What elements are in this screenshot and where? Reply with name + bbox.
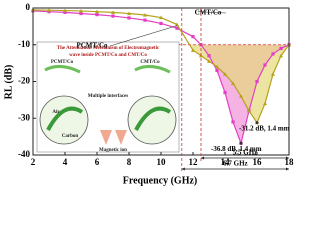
inset-tube <box>44 65 81 74</box>
y-tick-label: -10 <box>18 39 30 49</box>
marker <box>263 101 267 106</box>
inset-tube <box>134 65 171 74</box>
marker <box>223 72 227 76</box>
marker <box>63 8 67 13</box>
marker <box>191 48 195 52</box>
x-tick-label: 10 <box>157 157 167 167</box>
label-pointer <box>197 11 227 14</box>
arrow-head <box>286 167 289 171</box>
inset-title: The Attenuation Mechanism of Electromagn… <box>57 46 160 51</box>
marker <box>207 54 211 58</box>
inset-cone <box>115 130 127 145</box>
marker <box>175 22 179 27</box>
inset-label: Carbon <box>62 134 79 139</box>
marker <box>127 11 131 16</box>
chart: Frequency (GHz) RL (dB) The Attenuation … <box>3 2 295 186</box>
marker <box>79 11 83 16</box>
x-axis-title: Frequency (GHz) <box>123 175 198 186</box>
x-tick-label: 12 <box>189 157 199 167</box>
x-tick-label: 2 <box>31 157 36 167</box>
inset-tube <box>134 106 172 131</box>
marker <box>279 53 283 58</box>
marker <box>255 79 259 84</box>
marker <box>207 59 211 63</box>
series-label: CMT/Co <box>195 9 222 17</box>
marker <box>111 10 115 15</box>
arrow-head <box>201 156 204 160</box>
marker <box>175 26 179 30</box>
inset-label: Multiple interfaces <box>88 94 128 99</box>
marker <box>271 52 275 56</box>
marker <box>79 8 83 13</box>
marker <box>63 10 67 15</box>
arrow-head <box>286 156 289 160</box>
x-tick-label: 8 <box>127 157 132 167</box>
y-tick-label: -20 <box>18 76 30 86</box>
marker <box>127 16 131 20</box>
minimum-label: -36.8 dB, 1.4 mm <box>211 145 262 153</box>
inset-circle <box>127 95 177 145</box>
inset-tube <box>46 106 84 131</box>
marker <box>231 120 235 124</box>
inset: The Attenuation Mechanism of Electromagn… <box>36 41 180 153</box>
x-tick-label: 14 <box>221 157 231 167</box>
x-tick-label: 18 <box>285 157 295 167</box>
marker <box>223 90 227 95</box>
marker <box>231 81 235 85</box>
minimum-label: -31.2 dB, 1.4 mm <box>239 124 290 132</box>
inset-cone <box>100 130 112 145</box>
y-tick-label: -40 <box>18 149 30 159</box>
y-tick-label: -30 <box>18 112 30 122</box>
inset-label: CMT/Co <box>140 60 160 65</box>
inset-label: PCMT/Co <box>51 60 74 65</box>
label-pointer <box>109 25 178 47</box>
marker <box>159 21 163 26</box>
marker <box>263 63 267 67</box>
inset-title: wave inside PCMT/Co and CMT/Co <box>69 53 147 58</box>
marker <box>95 13 99 17</box>
minimum-point <box>239 141 243 145</box>
y-axis-title: RL (dB) <box>3 65 14 100</box>
marker <box>143 12 147 17</box>
band-label: 6.7 GHz <box>223 160 248 168</box>
marker <box>279 46 283 51</box>
series-label: PCMT/Co <box>76 42 108 50</box>
minimum-point <box>255 121 259 125</box>
arrow-head <box>181 167 185 171</box>
marker <box>247 108 251 113</box>
marker <box>215 68 219 73</box>
x-tick-label: 16 <box>253 157 263 167</box>
band-label: 5.5 GHz <box>233 149 258 157</box>
marker <box>143 18 147 22</box>
marker <box>47 8 51 12</box>
marker <box>159 15 163 20</box>
marker <box>271 72 275 76</box>
inset-label: Magnetic ion <box>99 148 127 153</box>
area <box>33 44 289 123</box>
inset-label: Air <box>52 110 60 115</box>
marker <box>215 64 219 69</box>
x-tick-label: 6 <box>95 157 100 167</box>
y-tick-label: 0 <box>26 2 31 12</box>
x-tick-label: 4 <box>63 157 68 167</box>
marker <box>111 14 115 18</box>
marker <box>191 35 195 39</box>
marker <box>239 94 243 98</box>
marker <box>95 9 99 14</box>
